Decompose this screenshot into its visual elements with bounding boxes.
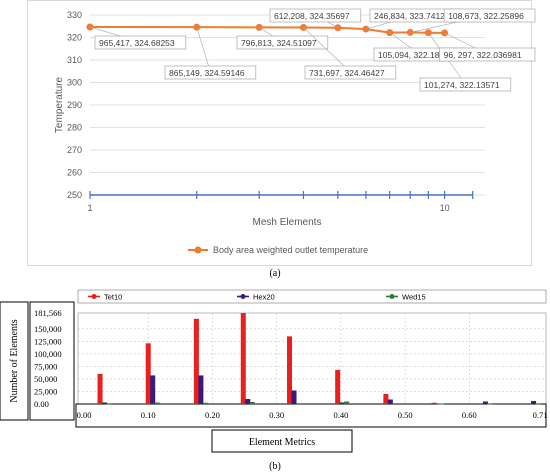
y-tick-label: 280 [67, 123, 82, 133]
data-label-box [439, 47, 536, 62]
bar-hex20 [434, 403, 440, 405]
y-tick-label-b: 0.00 [34, 399, 49, 409]
bar-wed15 [249, 401, 255, 404]
data-label: 246,834, 323.74125 [374, 11, 450, 21]
y-axis-title-b: Number of Elements [9, 319, 20, 402]
bar-wed15 [296, 403, 302, 405]
data-label-box [304, 65, 397, 80]
x-tick-label: 1 [87, 203, 92, 213]
legend-label-tet10: Tet10 [104, 293, 122, 302]
plot-area-b [77, 312, 547, 405]
bar-wed15 [106, 403, 112, 405]
data-label: 796,813, 324.51097 [241, 38, 317, 48]
data-label-box [94, 35, 187, 50]
x-tick-label-b: 0.50 [398, 410, 413, 420]
bar-tet10 [145, 343, 151, 404]
bar-wed15 [154, 402, 160, 404]
data-label: 865,149, 324.59146 [169, 68, 245, 78]
bar-hex20 [531, 400, 537, 404]
bar-tet10 [193, 318, 199, 404]
y-tick-label: 270 [67, 145, 82, 155]
y-tick-label: 310 [67, 55, 82, 65]
bar-hex20 [482, 401, 488, 404]
data-label-leader [196, 27, 211, 73]
legend-marker-temperature [194, 246, 202, 254]
x-tick-label-b: 0.71 [533, 410, 548, 420]
bar-hex20 [198, 375, 204, 404]
x-tick-label-b: 0.20 [205, 410, 220, 420]
bar-wed15 [392, 403, 398, 405]
bar-hex20 [291, 390, 297, 404]
y-tick-label-b: 181,566 [34, 308, 62, 318]
y-tick-label-b: 50,000 [34, 374, 57, 384]
data-label: 105,094, 322.18024 [378, 50, 454, 60]
bar-wed15 [202, 402, 208, 404]
bar-tet10 [431, 402, 437, 404]
data-label: 96, 297, 322.036981 [444, 50, 522, 60]
y-tick-label: 260 [67, 168, 82, 178]
bar-tet10 [240, 313, 246, 404]
bar-hex20 [339, 402, 345, 404]
bar-tet10 [383, 393, 389, 404]
bar-hex20 [387, 399, 393, 404]
series-line-temperature [89, 25, 445, 34]
bar-hex20 [102, 402, 108, 404]
data-label-box [269, 8, 362, 23]
data-label: 101,274, 322.13571 [424, 80, 500, 90]
y-tick-label: 320 [67, 33, 82, 43]
bar-wed15 [535, 403, 541, 405]
x-tick-label-b: 0.40 [333, 410, 348, 420]
y-axis-title: Temperature [54, 76, 65, 133]
data-label: 108,673, 322.25896 [448, 11, 524, 21]
y-title-box-b [0, 301, 29, 421]
legend-label-temperature: Body area weighted outlet temperature [213, 245, 368, 255]
caption-b: (b) [269, 461, 281, 472]
data-label-box [236, 35, 329, 50]
y-tick-label: 300 [67, 78, 82, 88]
data-label: 731,697, 324.46427 [309, 68, 385, 78]
x-axis-title: Mesh Elements [253, 217, 322, 228]
legend-marker-hex20 [240, 294, 246, 299]
bar-tet10 [335, 369, 341, 404]
bar-wed15 [439, 403, 445, 405]
y-tick-label: 250 [67, 190, 82, 200]
y-tick-label-b: 125,000 [34, 336, 62, 346]
legend-box-b [77, 289, 547, 304]
y-tick-label-b: 150,000 [34, 324, 62, 334]
data-label: 612,208, 324.35697 [274, 11, 350, 21]
bar-tet10 [97, 373, 103, 404]
legend-label-hex20: Hex20 [253, 293, 275, 302]
x-tick-label: 10 [440, 203, 450, 213]
y-tick-label-b: 100,000 [34, 349, 62, 359]
x-tick-label-b: 0.00 [77, 410, 92, 420]
legend-label-wed15: Wed15 [402, 293, 426, 302]
y-tick-box-b [29, 301, 75, 421]
x-tick-label-b: 0.30 [269, 410, 284, 420]
y-tick-label: 330 [67, 10, 82, 20]
data-label: 965,417, 324.68253 [99, 38, 175, 48]
y-tick-label-b: 75,000 [34, 361, 57, 371]
caption-a: (a) [269, 268, 281, 279]
x-tick-label-b: 0.10 [141, 410, 156, 420]
data-label-box [164, 65, 257, 80]
y-tick-label-b: 25,000 [34, 386, 57, 396]
y-tick-label: 290 [67, 100, 82, 110]
data-label-box [419, 77, 512, 92]
bar-wed15 [487, 403, 493, 405]
bar-wed15 [344, 401, 350, 404]
data-label-box [443, 8, 536, 23]
x-tick-label-b: 0.60 [462, 410, 477, 420]
legend-marker-tet10 [91, 294, 97, 299]
x-axis-title-b: Element Metrics [249, 437, 315, 448]
bar-hex20 [245, 398, 251, 404]
bar-tet10 [287, 336, 293, 404]
chart-a-frame [27, 0, 532, 266]
bar-hex20 [150, 375, 156, 404]
data-label-leader [303, 27, 351, 73]
x-title-box-b [211, 429, 353, 453]
legend-marker-wed15 [389, 294, 395, 299]
x-tick-box-b [75, 403, 547, 428]
